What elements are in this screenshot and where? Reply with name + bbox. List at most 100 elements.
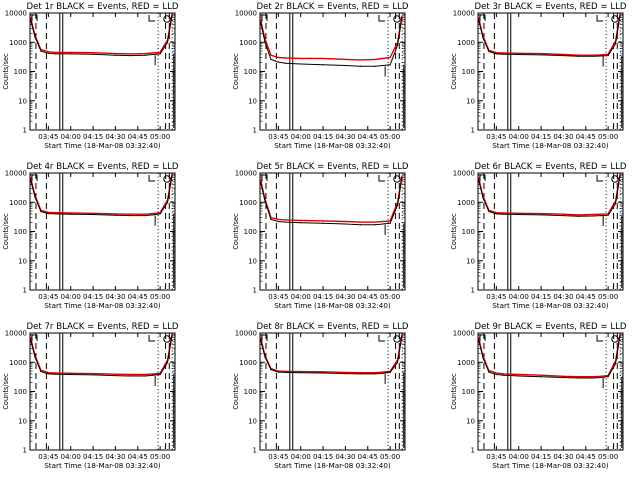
y-tick-label: 1 — [253, 287, 257, 295]
corner-bracket-right — [378, 15, 385, 22]
x-tick-label: 04:15 — [83, 133, 103, 141]
y-tick-label: 10000 — [235, 10, 257, 18]
lld-data-point — [300, 219, 302, 221]
events-data-point — [70, 213, 72, 215]
events-data-point — [285, 221, 287, 223]
x-tick-label: 03:45 — [486, 453, 506, 461]
corner-bracket-left — [31, 174, 38, 181]
events-data-point — [152, 374, 154, 376]
lld-data-point — [592, 54, 594, 56]
lld-data-point — [600, 213, 602, 215]
x-tick-label: 05:00 — [380, 133, 400, 141]
events-data-point — [259, 181, 262, 183]
events-data-point — [40, 370, 42, 373]
corner-bracket-right — [596, 335, 603, 342]
lld-data-point — [401, 15, 403, 17]
events-data-point — [322, 222, 324, 224]
lld-data-point — [47, 51, 49, 53]
events-data-point — [592, 215, 594, 217]
corner-bracket-left — [261, 334, 268, 341]
corner-bracket-left — [479, 14, 486, 21]
events-data-point — [619, 175, 621, 177]
events-data-point — [344, 223, 347, 225]
y-tick-label: 100 — [244, 68, 257, 76]
y-axis-label: Counts/sec — [450, 213, 458, 250]
events-data-point — [382, 372, 384, 374]
lld-data-point — [259, 18, 262, 21]
events-series-line — [478, 335, 621, 379]
panel-title: Det 7r BLACK = Events, RED = LLD — [26, 322, 178, 332]
corner-bracket-right — [378, 335, 385, 342]
y-tick-label: 10 — [248, 257, 257, 265]
x-tick-label: 03:45 — [486, 293, 506, 301]
events-data-point — [270, 369, 272, 371]
events-data-point — [359, 373, 361, 375]
lld-data-point — [70, 51, 72, 53]
plot-frame — [477, 332, 624, 451]
y-tick-label: 100 — [244, 388, 257, 396]
lld-data-point — [144, 373, 146, 376]
events-data-point — [614, 362, 617, 365]
events-data-point — [129, 214, 131, 217]
lld-data-point — [374, 372, 376, 374]
y-tick-label: 10 — [248, 97, 257, 105]
events-data-point — [300, 372, 302, 374]
lld-data-point — [600, 375, 602, 377]
x-tick-label: 03:45 — [38, 133, 58, 141]
x-tick-label: 04:45 — [576, 293, 596, 301]
events-data-point — [503, 53, 505, 55]
corner-bracket-left — [261, 174, 268, 181]
x-tick-label: 04:00 — [509, 453, 529, 461]
y-axis-label: Counts/sec — [2, 213, 10, 250]
events-data-point — [607, 54, 609, 57]
events-data-point — [277, 220, 279, 223]
events-data-point — [540, 376, 542, 378]
lld-data-point — [495, 52, 497, 54]
x-tick-label: 04:45 — [128, 453, 148, 461]
events-data-point — [144, 214, 146, 217]
y-tick-label: 10 — [466, 97, 475, 105]
lld-data-point — [29, 336, 32, 339]
x-tick-label: 03:45 — [38, 453, 58, 461]
x-tick-label: 04:30 — [553, 293, 573, 301]
x-tick-label: 04:30 — [553, 133, 573, 141]
corner-bracket-right — [148, 175, 155, 182]
events-data-point — [300, 222, 302, 224]
events-data-point — [488, 50, 490, 53]
x-tick-label: 04:30 — [105, 453, 125, 461]
lld-data-point — [277, 56, 279, 59]
detector-panel-7: Det 7r BLACK = Events, RED = LLD 1 10 100 10… — [2, 322, 179, 470]
events-data-point — [477, 18, 480, 21]
panel-title: Det 3r BLACK = Events, RED = LLD — [474, 2, 626, 12]
detector-panel-2: Det 2r BLACK = Events, RED = LLD 1 10 100 10… — [232, 2, 409, 150]
lld-data-point — [47, 211, 49, 213]
events-data-point — [396, 44, 399, 46]
events-series-line — [260, 177, 403, 226]
lld-data-point — [619, 173, 621, 175]
events-data-point — [389, 371, 391, 373]
y-tick-label: 10 — [466, 417, 475, 425]
y-tick-label: 1 — [253, 447, 257, 455]
lld-data-point — [389, 220, 391, 222]
events-data-point — [114, 374, 117, 377]
events-series-line — [260, 335, 403, 375]
corner-circle-glyph — [163, 175, 171, 183]
lld-data-point — [92, 52, 94, 54]
panel-title: Det 1r BLACK = Events, RED = LLD — [26, 2, 178, 12]
lld-data-point — [270, 54, 272, 56]
events-data-point — [607, 214, 609, 216]
y-axis-label: Counts/sec — [232, 213, 240, 250]
corner-circle-glyph — [611, 15, 619, 23]
y-tick-label: 10 — [18, 417, 27, 425]
lld-data-point — [144, 52, 146, 55]
lld-data-point — [114, 52, 117, 55]
lld-data-point — [562, 375, 565, 377]
events-data-point — [264, 41, 266, 43]
events-series-line — [30, 175, 173, 217]
y-tick-label: 10 — [466, 257, 475, 265]
events-data-point — [518, 53, 520, 56]
lld-data-point — [477, 176, 480, 179]
events-data-point — [29, 18, 32, 21]
lld-data-point — [55, 212, 57, 214]
